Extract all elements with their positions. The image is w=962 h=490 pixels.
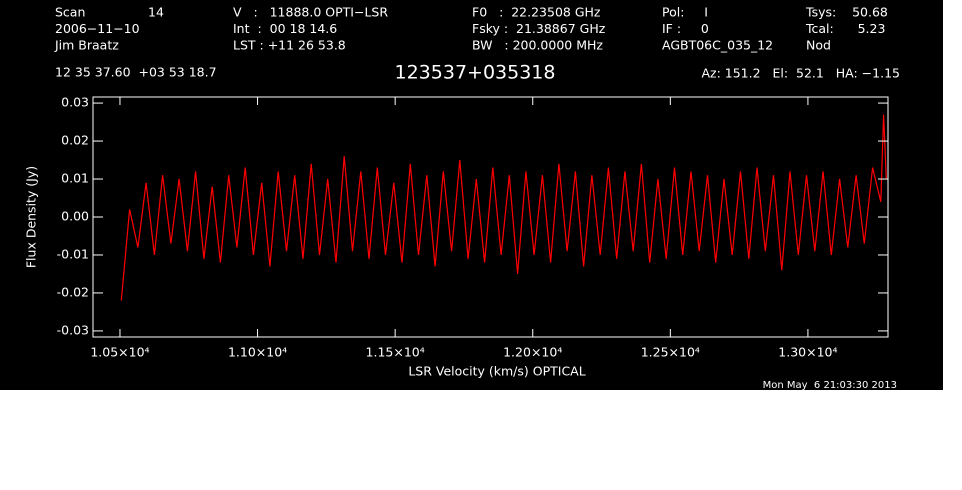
header-field: Pol: I: [662, 5, 708, 20]
x-tick-label: 1.10×10⁴: [228, 345, 287, 360]
header-field: V : 11888.0 OPTI−LSR: [233, 5, 388, 20]
y-axis-label: Flux Density (Jy): [24, 166, 39, 268]
header-field: Jim Braatz: [54, 38, 119, 53]
y-tick-label: 0.01: [61, 171, 89, 186]
header-field: LST : +11 26 53.8: [233, 38, 346, 53]
spectrum-line: [120, 114, 887, 301]
timestamp: Mon May 6 21:03:30 2013: [763, 380, 897, 391]
x-tick-label: 1.20×10⁴: [503, 345, 562, 360]
header-field: 2006−11−10: [55, 21, 140, 36]
plot-background: [0, 0, 943, 390]
pointing: Az: 151.2 El: 52.1 HA: −1.15: [701, 66, 900, 81]
y-tick-label: 0.02: [61, 133, 89, 148]
y-tick-label: -0.02: [57, 284, 89, 299]
header-field: Tsys: 50.68: [805, 5, 888, 20]
x-tick-label: 1.05×10⁴: [90, 345, 149, 360]
y-tick-label: -0.03: [57, 322, 89, 337]
coordinates: 12 35 37.60 +03 53 18.7: [55, 65, 217, 80]
y-tick-label: -0.01: [57, 246, 89, 261]
header-field: F0 : 22.23508 GHz: [472, 5, 601, 20]
chart-title: 123537+035318: [395, 62, 556, 84]
header-field: IF : 0: [662, 21, 709, 36]
x-axis-label: LSR Velocity (km/s) OPTICAL: [408, 364, 585, 379]
y-tick-label: 0.00: [61, 209, 89, 224]
header-field: 14: [148, 5, 164, 20]
header-field: Fsky : 21.38867 GHz: [472, 21, 606, 36]
header-field: Nod: [806, 38, 831, 53]
x-tick-label: 1.25×10⁴: [641, 345, 700, 360]
header-field: BW : 200.0000 MHz: [472, 38, 603, 53]
y-tick-label: 0.03: [61, 95, 89, 110]
x-tick-label: 1.15×10⁴: [366, 345, 425, 360]
header-field: AGBT06C_035_12: [662, 38, 773, 53]
header-field: Tcal: 5.23: [805, 21, 885, 36]
header-field: Scan: [55, 5, 85, 20]
x-tick-label: 1.30×10⁴: [778, 345, 837, 360]
header-field: Int : 00 18 14.6: [233, 21, 337, 36]
